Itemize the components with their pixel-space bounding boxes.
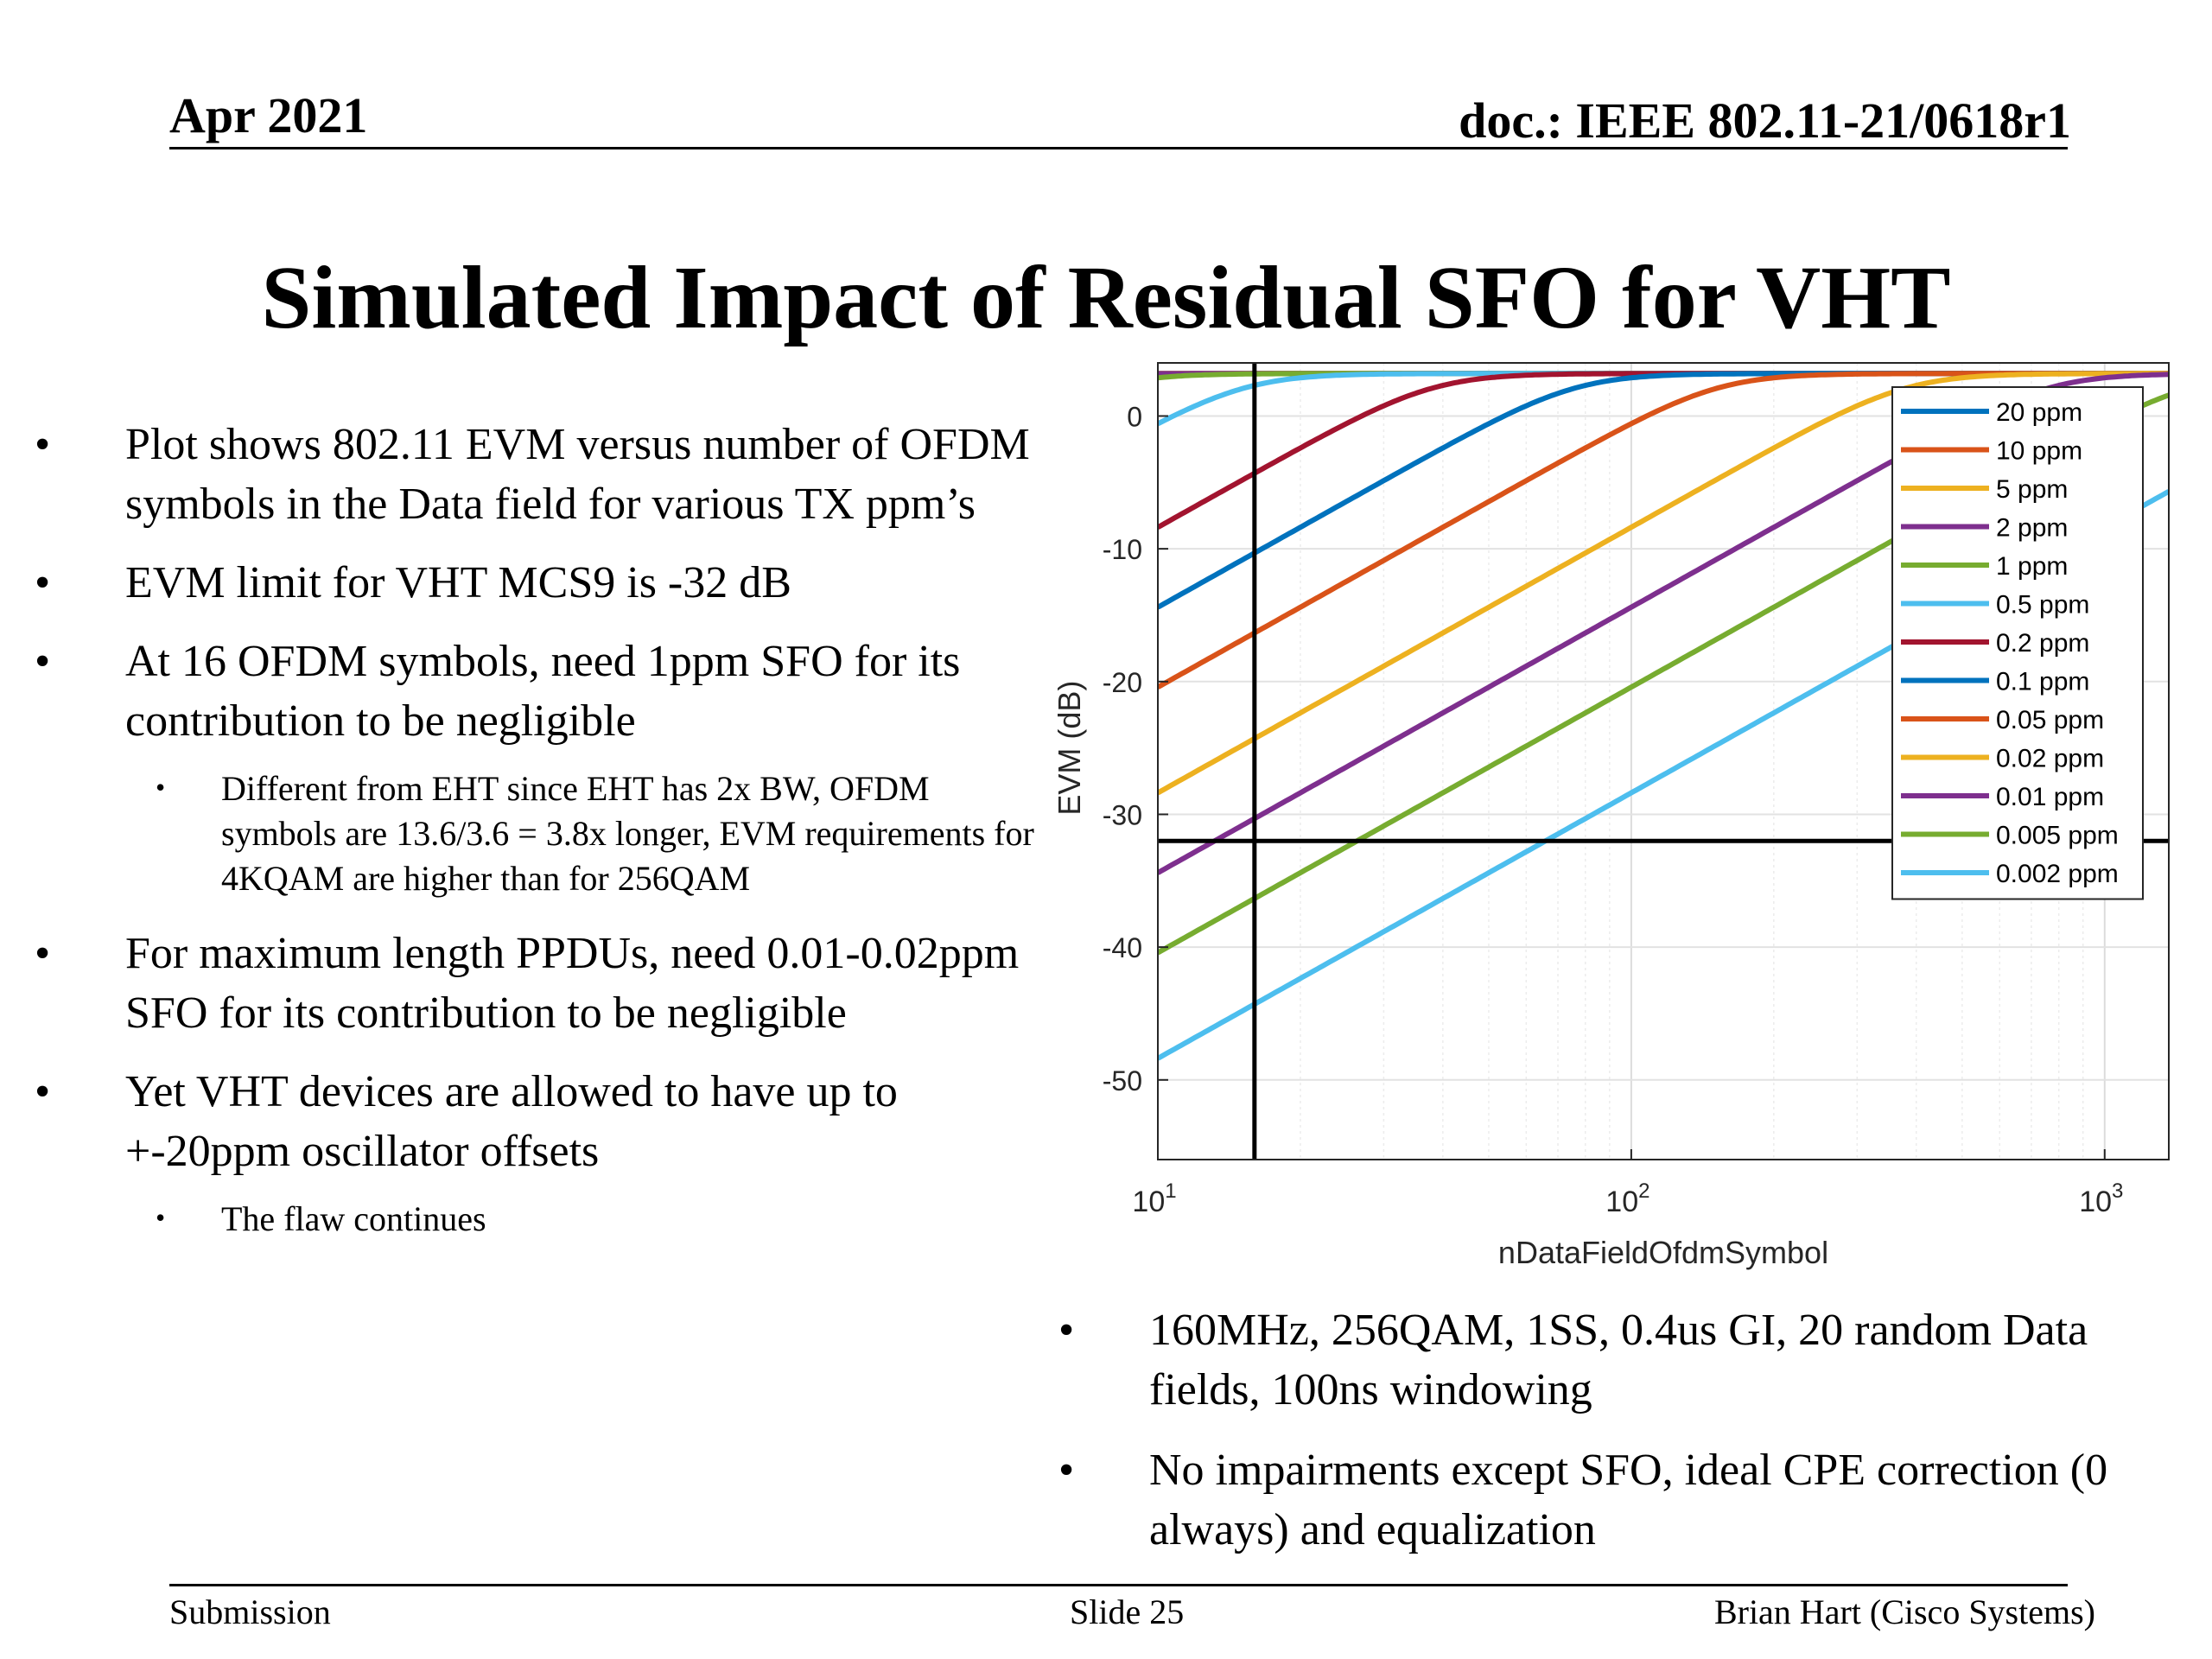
bullet-text: 160MHz, 256QAM, 1SS, 0.4us GI, 20 random… — [1149, 1306, 2088, 1414]
right-bullet-list: • 160MHz, 256QAM, 1SS, 0.4us GI, 20 rando… — [1058, 1300, 2199, 1580]
bullet-text: Plot shows 802.11 EVM versus number of O… — [125, 420, 1030, 529]
footer-submission: Submission — [169, 1592, 331, 1631]
legend-label: 0.05 ppm — [1996, 706, 2104, 734]
evm-vs-symbols-chart: 0 -10 -20 -30 -40 -50 101 102 103 nDataFieldOfdmS… — [1052, 362, 2170, 1270]
bullet: • EVM limit for VHT MCS9 is -32 dB — [35, 553, 1037, 613]
bullet-dot: • — [156, 772, 166, 803]
legend-label: 0.2 ppm — [1996, 629, 2089, 658]
legend-label: 0.005 ppm — [1996, 822, 2119, 850]
legend: 20 ppm 10 ppm 5 ppm 2 ppm 1 ppm 0.5 ppm 0.2 pp… — [1891, 386, 2144, 900]
y-tick-label: -20 — [1103, 667, 1142, 698]
x-tick-exponent: 2 — [1638, 1179, 1649, 1203]
bullet-text: No impairments except SFO, ideal CPE cor… — [1149, 1446, 2108, 1554]
bullet: • At 16 OFDM symbols, need 1ppm SFO for i… — [35, 632, 1037, 751]
bullet-dot: • — [35, 558, 51, 607]
plot-frame — [1157, 362, 2170, 1160]
bullet: • For maximum length PPDUs, need 0.01-0.0… — [35, 924, 1037, 1043]
bullet-dot: • — [35, 420, 51, 469]
bullet-dot: • — [1058, 1446, 1075, 1495]
x-tick-exponent: 1 — [1165, 1179, 1176, 1203]
y-tick-label: -40 — [1103, 932, 1142, 963]
legend-label: 5 ppm — [1996, 475, 2068, 504]
bullet-dot: • — [35, 929, 51, 978]
x-tick-label: 101 — [1132, 1179, 1176, 1218]
sub-bullet: • Different from EHT since EHT has 2x BW,… — [35, 766, 1037, 901]
bullet: • 160MHz, 256QAM, 1SS, 0.4us GI, 20 rando… — [1058, 1300, 2199, 1420]
footer-author: Brian Hart (Cisco Systems) — [1713, 1592, 2095, 1631]
footer-divider — [169, 1584, 2068, 1586]
header-date: Apr 2021 — [169, 87, 368, 143]
bullet-dot: • — [35, 1067, 51, 1116]
legend-label: 0.5 ppm — [1996, 591, 2089, 620]
legend-label: 0.002 ppm — [1996, 860, 2119, 888]
header-doc-id: doc.: IEEE 802.11-21/0618r1 — [1459, 92, 2071, 149]
bullet: • No impairments except SFO, ideal CPE co… — [1058, 1440, 2199, 1560]
x-tick-exponent: 3 — [2112, 1179, 2123, 1203]
x-tick-label: 102 — [1605, 1179, 1649, 1218]
sub-bullet-text: Different from EHT since EHT has 2x BW, … — [221, 769, 1034, 898]
bullet-text: For maximum length PPDUs, need 0.01-0.02… — [125, 929, 1020, 1038]
bullet-text: EVM limit for VHT MCS9 is -32 dB — [125, 558, 791, 607]
legend-label: 0.01 ppm — [1996, 783, 2104, 811]
x-axis-label: nDataFieldOfdmSymbol — [1498, 1235, 1828, 1270]
bullet-text: Yet VHT devices are allowed to have up t… — [125, 1067, 898, 1176]
header-divider — [169, 147, 2068, 149]
bullet-dot: • — [156, 1202, 166, 1233]
bullet: • Plot shows 802.11 EVM versus number of … — [35, 415, 1037, 534]
legend-label: 0.1 ppm — [1996, 668, 2089, 696]
y-tick-label: -30 — [1103, 799, 1142, 830]
sub-bullet-text: The flaw continues — [221, 1199, 486, 1238]
legend-label: 2 ppm — [1996, 514, 2068, 543]
legend-label: 20 ppm — [1996, 398, 2082, 427]
y-tick-label: 0 — [1127, 401, 1142, 432]
bullet: • Yet VHT devices are allowed to have up … — [35, 1062, 1037, 1181]
legend-label: 1 ppm — [1996, 552, 2068, 581]
y-tick-label: -50 — [1103, 1065, 1142, 1096]
y-tick-label: -10 — [1103, 534, 1142, 565]
x-tick-label: 103 — [2079, 1179, 2123, 1218]
legend-label: 10 ppm — [1996, 437, 2082, 466]
bullet-text: At 16 OFDM symbols, need 1ppm SFO for it… — [125, 637, 961, 746]
sub-bullet: • The flaw continues — [35, 1197, 1037, 1242]
left-bullet-list: • Plot shows 802.11 EVM versus number of … — [35, 415, 1037, 1264]
bullet-dot: • — [1058, 1306, 1075, 1355]
legend-label: 0.02 ppm — [1996, 745, 2104, 773]
bullet-dot: • — [35, 637, 51, 686]
footer-slide-number: Slide 25 — [1070, 1592, 1185, 1631]
slide-title: Simulated Impact of Residual SFO for VHT — [261, 248, 1951, 347]
y-axis-label: EVM (dB) — [1052, 681, 1087, 816]
series-line-0.02-ppm — [1158, 371, 2169, 796]
